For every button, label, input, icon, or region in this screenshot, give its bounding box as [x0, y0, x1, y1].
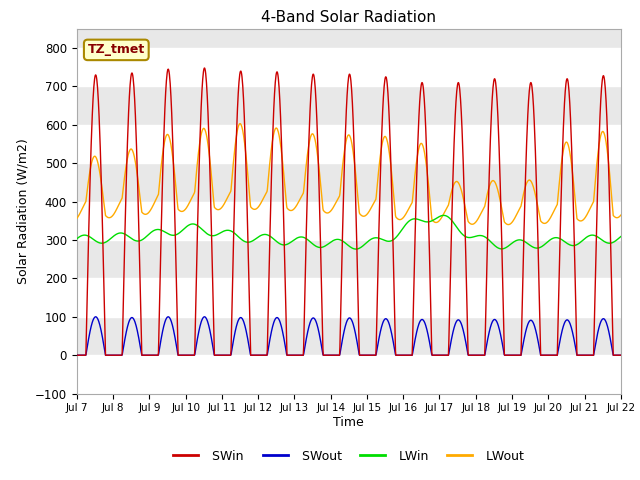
Bar	[77, 125, 621, 163]
Legend:  SWin,  SWout,  LWin,  LWout: SWin, SWout, LWin, LWout	[168, 444, 529, 468]
X-axis label: Time: Time	[333, 416, 364, 429]
Y-axis label: Solar Radiation (W/m2): Solar Radiation (W/m2)	[17, 138, 29, 284]
Text: TZ_tmet: TZ_tmet	[88, 43, 145, 56]
Bar	[77, 355, 621, 394]
Bar	[77, 48, 621, 86]
Bar	[77, 202, 621, 240]
Bar	[77, 278, 621, 317]
Title: 4-Band Solar Radiation: 4-Band Solar Radiation	[261, 10, 436, 25]
